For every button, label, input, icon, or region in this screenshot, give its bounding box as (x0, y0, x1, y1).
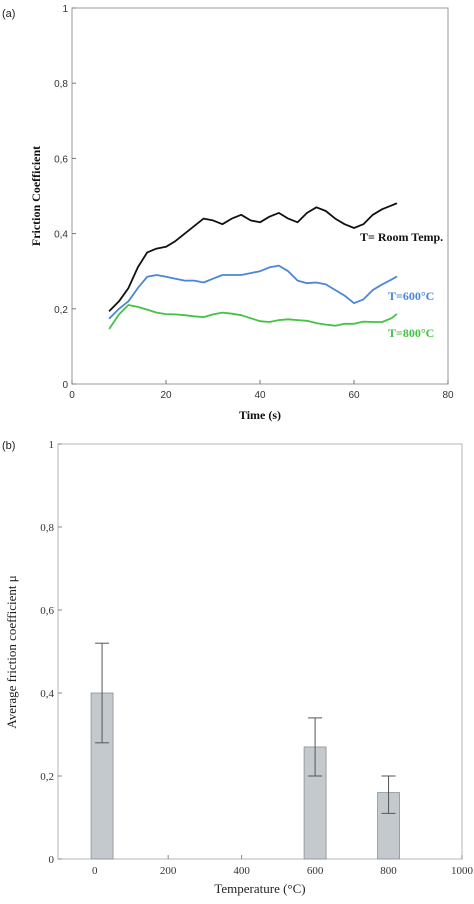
panel-b-plot-frame (57, 443, 463, 860)
panel-a-y-axis-label: Friction Coefficient (29, 146, 43, 246)
panel-b-x-tick-label: 0 (92, 865, 98, 877)
legend-600c: T=600°C (388, 289, 434, 303)
panel-a-x-tick-label: 60 (348, 390, 360, 401)
panel-a-x-tick-label: 0 (69, 390, 75, 401)
panel-b-y-tick-label: 1 (49, 439, 55, 451)
panel-a-y-tick-label: 0,2 (54, 305, 68, 316)
panel-b-label: (b) (2, 440, 15, 452)
panel-b-y-tick-label: 0,8 (40, 522, 54, 534)
panel-a-x-tick-label: 40 (254, 390, 266, 401)
panel-b-y-tick-label: 0,4 (40, 688, 54, 700)
panel-b-x-tick-label: 400 (233, 865, 250, 877)
series-line-0 (108, 202, 398, 312)
panel-b-y-tick-label: 0,6 (40, 605, 54, 617)
panel-b-y-axis-label: Average friction coefficient μ (4, 575, 19, 728)
panel-b-x-tick-label: 200 (160, 865, 177, 877)
panel-a-series (108, 202, 398, 330)
panel-a-y-tick-label: 0,6 (54, 154, 68, 165)
panel-a-label: (a) (2, 8, 15, 20)
panel-a-ticks: 0 20 40 60 80 0 0,2 0,4 0,6 0,8 1 (54, 4, 454, 401)
panel-a-y-tick-label: 0,4 (54, 230, 68, 241)
panel-b-x-tick-label: 600 (307, 865, 324, 877)
panel-a-y-tick-label: 0,8 (54, 79, 68, 90)
panel-b-chart: (b) 0 200 400 600 800 1000 0 0,2 0,4 0,6 0,8 1 Temp… (2, 439, 474, 896)
legend-800c: T=800°C (388, 326, 434, 340)
panel-a-x-axis-label: Time (s) (239, 408, 281, 422)
panel-b-y-tick-label: 0 (49, 854, 55, 866)
panel-a-chart: (a) 0 20 40 60 80 0 0,2 0,4 0,6 0,8 1 Time (s) Fri… (2, 4, 454, 422)
panel-a-y-tick-label: 1 (62, 4, 68, 15)
panel-b-y-tick-label: 0,2 (40, 771, 54, 783)
panel-b-x-tick-label: 1000 (451, 865, 474, 877)
panel-b-bars (90, 642, 400, 860)
panel-b-x-tick-label: 800 (380, 865, 397, 877)
series-line-2 (108, 304, 398, 330)
panel-a-x-tick-label: 80 (442, 390, 454, 401)
panel-a-x-tick-label: 20 (160, 390, 172, 401)
panel-b-x-axis-label: Temperature (°C) (214, 881, 305, 896)
series-line-1 (108, 264, 398, 320)
legend-room-temp: T= Room Temp. (360, 230, 443, 244)
panel-a-y-tick-label: 0 (62, 380, 68, 391)
